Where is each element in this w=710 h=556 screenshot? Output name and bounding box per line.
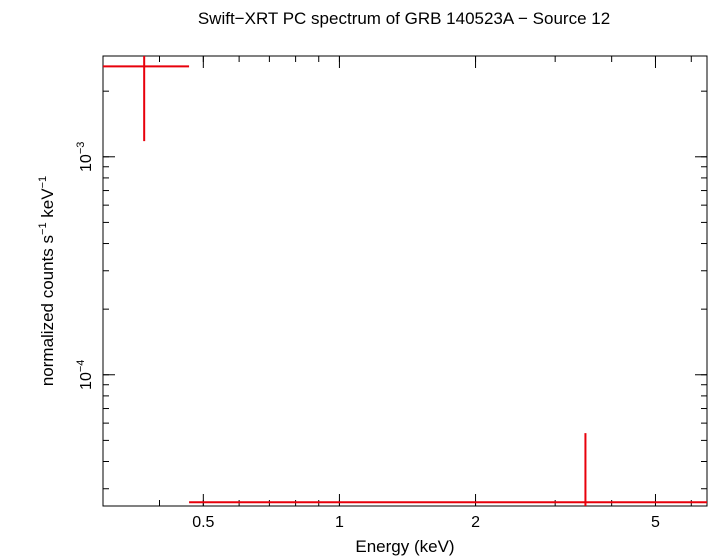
y-axis-ticks: 10−310−4 <box>75 142 707 390</box>
y-axis-label-sup2: −1 <box>37 176 49 189</box>
y-tick-exponent: −4 <box>75 360 87 373</box>
y-tick-label: 10−3 <box>75 142 95 172</box>
y-tick-base: 10 <box>78 372 95 390</box>
y-axis-label: normalized counts s−1 keV−1 <box>37 176 57 386</box>
x-tick-label: 5 <box>651 514 660 531</box>
data-series <box>103 56 707 506</box>
y-tick-label: 10−4 <box>75 360 95 390</box>
chart-title: Swift−XRT PC spectrum of GRB 140523A − S… <box>198 9 610 28</box>
x-tick-label: 2 <box>471 514 480 531</box>
y-tick-base: 10 <box>78 154 95 172</box>
x-axis-ticks: 0.5 1 2 5 <box>192 56 660 531</box>
minor-ticks <box>102 56 707 506</box>
plot-frame <box>102 55 708 507</box>
y-axis-label-middle: keV <box>38 188 57 223</box>
x-tick-label: 1 <box>335 514 344 531</box>
x-tick-label: 0.5 <box>192 514 214 531</box>
y-axis-label-sup1: −1 <box>37 222 49 235</box>
y-tick-exponent: −3 <box>75 142 87 155</box>
x-axis-label: Energy (keV) <box>355 537 454 556</box>
y-axis-label-prefix: normalized counts s <box>38 235 57 386</box>
